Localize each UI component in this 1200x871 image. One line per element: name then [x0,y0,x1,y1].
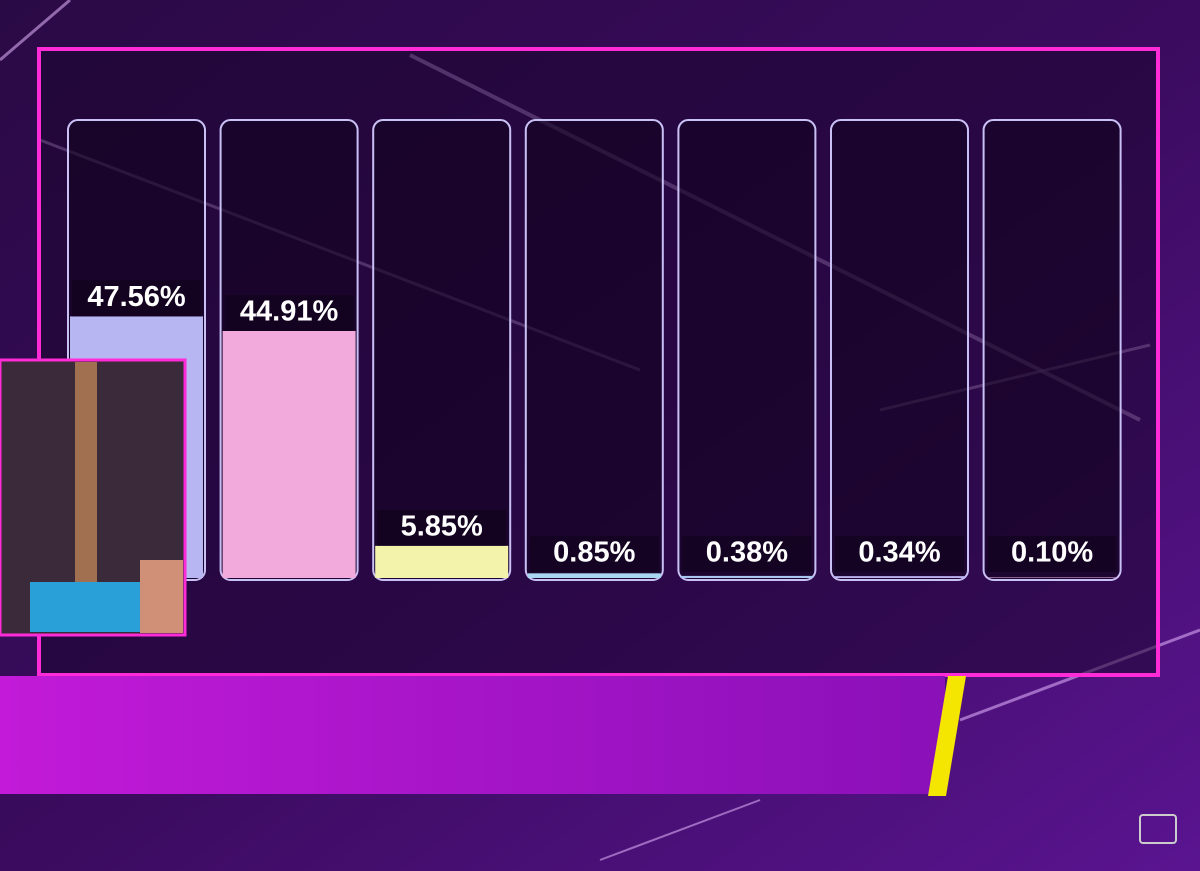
bar-frame [830,119,969,581]
video-inset [0,358,187,637]
value-label-bg [72,280,201,317]
value-label: 5.85% [401,510,483,542]
channel-logo [1139,814,1177,844]
value-label-bg [224,294,354,331]
bar-frame [677,119,817,581]
value-label-bg [987,536,1117,572]
caption-banner [0,676,966,796]
value-label-bg [529,536,659,572]
bar-frame [524,119,664,581]
value-label-bg [682,536,812,572]
value-label: 0.85% [553,537,635,569]
value-label: 0.38% [706,537,788,569]
bar [680,575,814,578]
bar [527,573,661,578]
value-label: 0.34% [858,537,940,569]
value-label: 44.91% [240,296,339,328]
bar-frame [372,119,512,581]
bar [222,330,356,578]
bar [833,576,966,578]
bar [375,545,509,578]
bar-group: 47.56% 44.91% 5.85% 0.85% 0.38% 0.34% 0.10% [67,119,1122,581]
bar-frame [982,119,1122,581]
value-label-bg [377,509,507,546]
value-label: 47.56% [87,281,186,313]
value-label: 0.10% [1011,537,1093,569]
bar [985,577,1119,578]
value-label-bg [835,536,964,572]
